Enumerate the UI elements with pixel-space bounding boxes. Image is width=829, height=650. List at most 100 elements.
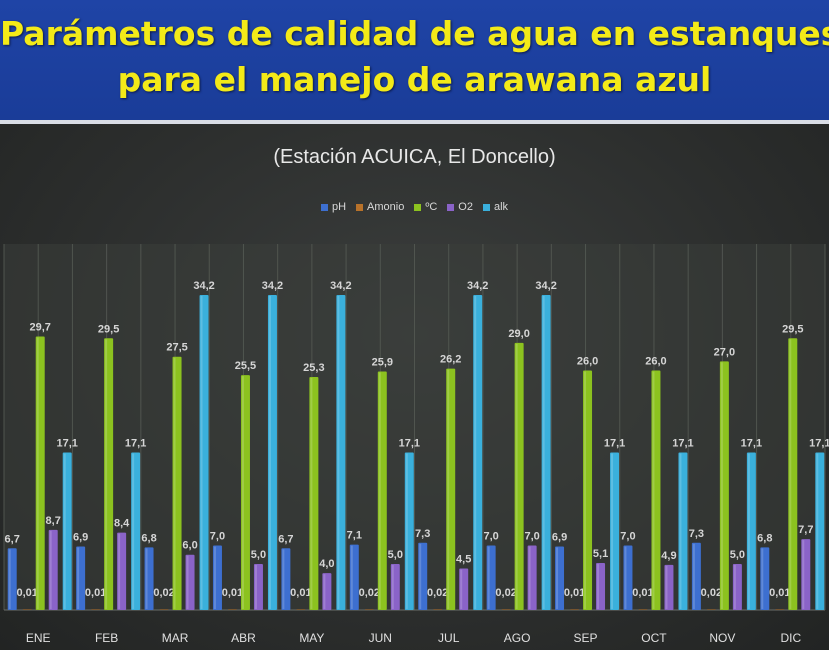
data-label: 6,9 (552, 531, 567, 543)
bar-amonio (227, 609, 237, 610)
legend: pH Amonio ºC O2 alk (0, 201, 829, 213)
data-label: 0,01 (290, 587, 311, 599)
bar-highlight (584, 371, 587, 609)
bar-alk (267, 295, 277, 610)
data-label: 34,2 (330, 280, 351, 292)
data-label: 29,5 (782, 323, 803, 335)
bar-highlight (665, 565, 668, 609)
legend-label: ºC (425, 201, 438, 213)
data-label: 27,0 (714, 346, 735, 358)
data-label: 25,5 (235, 360, 256, 372)
bar-highlight (405, 453, 408, 609)
bar-ph (760, 547, 770, 610)
data-label: 34,2 (262, 280, 283, 292)
x-tick-label: ENE (26, 631, 51, 645)
bar-highlight (761, 548, 764, 609)
bar-c (446, 368, 456, 610)
bar-highlight (282, 549, 285, 609)
bar-highlight (692, 543, 695, 609)
bar-amonio (638, 609, 648, 610)
bar-highlight (611, 453, 614, 609)
bar-highlight (624, 546, 627, 609)
data-label: 25,3 (303, 362, 324, 374)
data-label: 26,2 (440, 354, 461, 366)
bar-highlight (378, 372, 381, 609)
bar-highlight (118, 533, 121, 609)
data-label: 29,0 (508, 328, 529, 340)
bar-o2 (732, 563, 742, 610)
bar-c (788, 338, 798, 610)
data-label: 0,01 (16, 587, 37, 599)
bar-o2 (253, 563, 263, 610)
data-label: 4,0 (319, 558, 334, 570)
legend-label: alk (493, 201, 509, 213)
bar-amonio (706, 609, 716, 610)
bar-highlight (460, 569, 463, 609)
data-label: 0,02 (427, 587, 448, 599)
legend-item: O2 (447, 201, 473, 213)
bar-amonio (433, 609, 443, 610)
bar-alk (678, 452, 688, 610)
bar-alk (815, 452, 825, 610)
x-tick-label: JUL (438, 631, 460, 645)
bar-o2 (322, 573, 332, 610)
data-label: 29,7 (29, 321, 50, 333)
bar-highlight (63, 453, 66, 609)
bar-highlight (747, 453, 750, 609)
data-label: 17,1 (809, 438, 829, 450)
bar-amonio (296, 609, 306, 610)
bar-highlight (36, 337, 39, 609)
bar-alk (336, 295, 346, 610)
bar-highlight (337, 296, 340, 609)
title-banner: Parámetros de calidad de agua en estanqu… (0, 0, 829, 124)
data-label: 0,02 (495, 587, 516, 599)
data-label: 7,7 (798, 524, 813, 536)
data-label: 27,5 (166, 342, 187, 354)
data-label: 0,02 (701, 587, 722, 599)
x-tick-label: MAR (162, 631, 189, 645)
bar-highlight (49, 530, 52, 609)
data-label: 7,1 (347, 530, 362, 542)
legend-item: pH (320, 201, 346, 213)
chart-title-line-1: Parámetros de calidad de agua en estanqu… (0, 14, 829, 53)
bar-highlight (733, 564, 736, 609)
bar-highlight (186, 555, 189, 609)
bar-highlight (391, 564, 394, 609)
bar-highlight (254, 564, 257, 609)
bar-c (309, 376, 319, 610)
x-tick-label: MAY (299, 631, 324, 645)
bar-c (104, 338, 114, 610)
bar-amonio (570, 609, 580, 610)
bar-amonio (775, 609, 785, 610)
bar-amonio (364, 609, 374, 610)
data-label: 5,0 (251, 549, 266, 561)
bar-ph (691, 542, 701, 610)
chart-area: (Estación ACUICA, El Doncello) pH Amonio º… (0, 124, 829, 650)
data-label: 7,0 (210, 531, 225, 543)
bar-c (719, 361, 729, 610)
bar-c (651, 370, 661, 610)
bar-alk (746, 452, 756, 610)
x-tick-label: DIC (780, 631, 801, 645)
bar-o2 (185, 554, 195, 610)
data-label: 34,2 (535, 280, 556, 292)
bar-highlight (323, 574, 326, 609)
bar-highlight (200, 296, 203, 609)
bar-amonio (91, 609, 101, 610)
data-label: 0,02 (359, 587, 380, 599)
data-label: 26,0 (577, 356, 598, 368)
bar-alk (62, 452, 72, 610)
bar-highlight (268, 296, 271, 609)
bar-o2 (801, 539, 811, 610)
legend-item: ºC (414, 201, 437, 213)
bar-ph (281, 548, 291, 610)
bar-highlight (145, 548, 148, 609)
bar-highlight (310, 377, 313, 609)
data-label: 5,0 (730, 549, 745, 561)
data-label: 7,0 (483, 531, 498, 543)
data-label: 26,0 (645, 356, 666, 368)
data-label: 0,01 (769, 587, 790, 599)
bar-chart: 6,7 0,01 29,7 8,7 17,1 ENE 6,9 0,01 29,5 8,4 17,1 F… (3, 244, 829, 645)
data-label: 6,7 (278, 533, 293, 545)
data-label: 0,01 (632, 587, 653, 599)
